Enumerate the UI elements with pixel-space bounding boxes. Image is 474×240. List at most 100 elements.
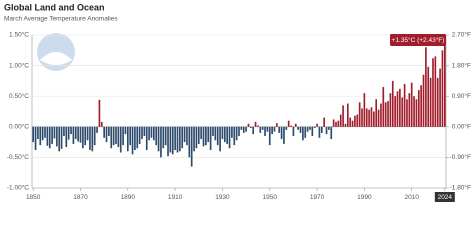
- bar: [93, 126, 96, 146]
- bar: [105, 126, 108, 143]
- y2-tick-label: -0.90°F: [450, 153, 471, 161]
- x-tick-label: 2010: [404, 194, 419, 201]
- y-tick-label: -1.00°C: [7, 184, 29, 192]
- bar: [245, 126, 247, 132]
- bar: [233, 126, 236, 146]
- bar: [420, 85, 422, 127]
- bar: [214, 126, 217, 141]
- bar: [410, 82, 413, 127]
- bar: [290, 125, 292, 127]
- bar: [254, 121, 257, 127]
- x-tick-label: 1890: [121, 194, 136, 201]
- bar: [70, 126, 72, 135]
- bar: [79, 126, 82, 143]
- bar: [339, 114, 342, 127]
- bar: [399, 88, 401, 127]
- bar: [306, 126, 309, 132]
- bar: [235, 126, 238, 141]
- bar: [74, 126, 77, 140]
- x-tick-label: 2024: [438, 194, 453, 201]
- y-tick-label: 1.50°C: [9, 31, 29, 39]
- bar: [382, 87, 385, 127]
- bar: [313, 126, 316, 129]
- bar: [39, 126, 42, 146]
- bar: [56, 126, 58, 147]
- bar: [323, 117, 325, 127]
- bar: [384, 102, 387, 127]
- bar: [212, 126, 214, 136]
- bar: [342, 105, 344, 127]
- bar: [337, 120, 340, 127]
- x-tick-highlight: [434, 192, 455, 202]
- bar: [205, 126, 207, 146]
- bar: [261, 126, 264, 130]
- bar: [98, 99, 101, 127]
- bar: [316, 123, 318, 127]
- x-tick-label: 1850: [26, 194, 41, 201]
- bar: [240, 126, 243, 130]
- bar: [375, 99, 378, 127]
- bar: [259, 126, 262, 133]
- annotation: +1.35°C (+2.43°F): [392, 36, 445, 44]
- chart: Global Land and Ocean March Average Temp…: [4, 2, 471, 202]
- bar: [157, 126, 160, 152]
- bar: [129, 126, 132, 146]
- bar: [349, 117, 352, 127]
- bar: [330, 126, 333, 140]
- bar: [434, 56, 437, 127]
- bar: [164, 126, 167, 146]
- bar: [162, 126, 165, 149]
- bar: [209, 126, 212, 151]
- bar: [193, 126, 195, 152]
- bar: [188, 126, 191, 158]
- bar: [285, 126, 288, 130]
- bar: [84, 126, 87, 146]
- bar: [320, 126, 323, 133]
- bar: [63, 126, 65, 136]
- bar: [60, 126, 63, 149]
- x-tick-label: 1930: [215, 194, 230, 201]
- bar: [190, 126, 193, 167]
- bar: [72, 126, 75, 144]
- bar: [368, 109, 370, 127]
- y-tick-label: -0.50°C: [7, 153, 29, 161]
- bar: [415, 99, 418, 127]
- bar: [309, 126, 311, 130]
- bar: [150, 126, 153, 138]
- bar: [328, 126, 330, 130]
- bar: [432, 58, 434, 127]
- page: Global Land and Ocean March Average Temp…: [4, 2, 472, 202]
- bar: [283, 126, 285, 144]
- bar: [389, 93, 392, 127]
- bar: [257, 125, 259, 127]
- bar: [356, 114, 359, 127]
- bar: [89, 126, 91, 151]
- bar: [179, 126, 181, 152]
- bar: [344, 123, 347, 127]
- bar: [373, 111, 375, 127]
- bar: [273, 126, 276, 132]
- bar: [318, 126, 321, 138]
- bar: [195, 126, 198, 149]
- bar: [335, 121, 337, 127]
- bar: [358, 102, 361, 127]
- y2-tick-label: -1.80°F: [450, 184, 471, 192]
- bar: [167, 126, 169, 157]
- bar: [155, 126, 158, 146]
- bar: [48, 126, 51, 149]
- bar: [311, 126, 314, 136]
- bar: [134, 126, 136, 151]
- bar: [65, 126, 68, 147]
- bar: [176, 126, 179, 153]
- bar: [276, 123, 278, 127]
- bar: [280, 126, 283, 140]
- bar: [443, 44, 446, 127]
- bar: [363, 93, 366, 127]
- bar: [332, 119, 335, 127]
- bar: [46, 126, 49, 146]
- bar: [406, 99, 408, 127]
- bar: [351, 120, 354, 127]
- bar: [297, 126, 299, 130]
- bar: [51, 126, 53, 144]
- bar: [202, 126, 205, 147]
